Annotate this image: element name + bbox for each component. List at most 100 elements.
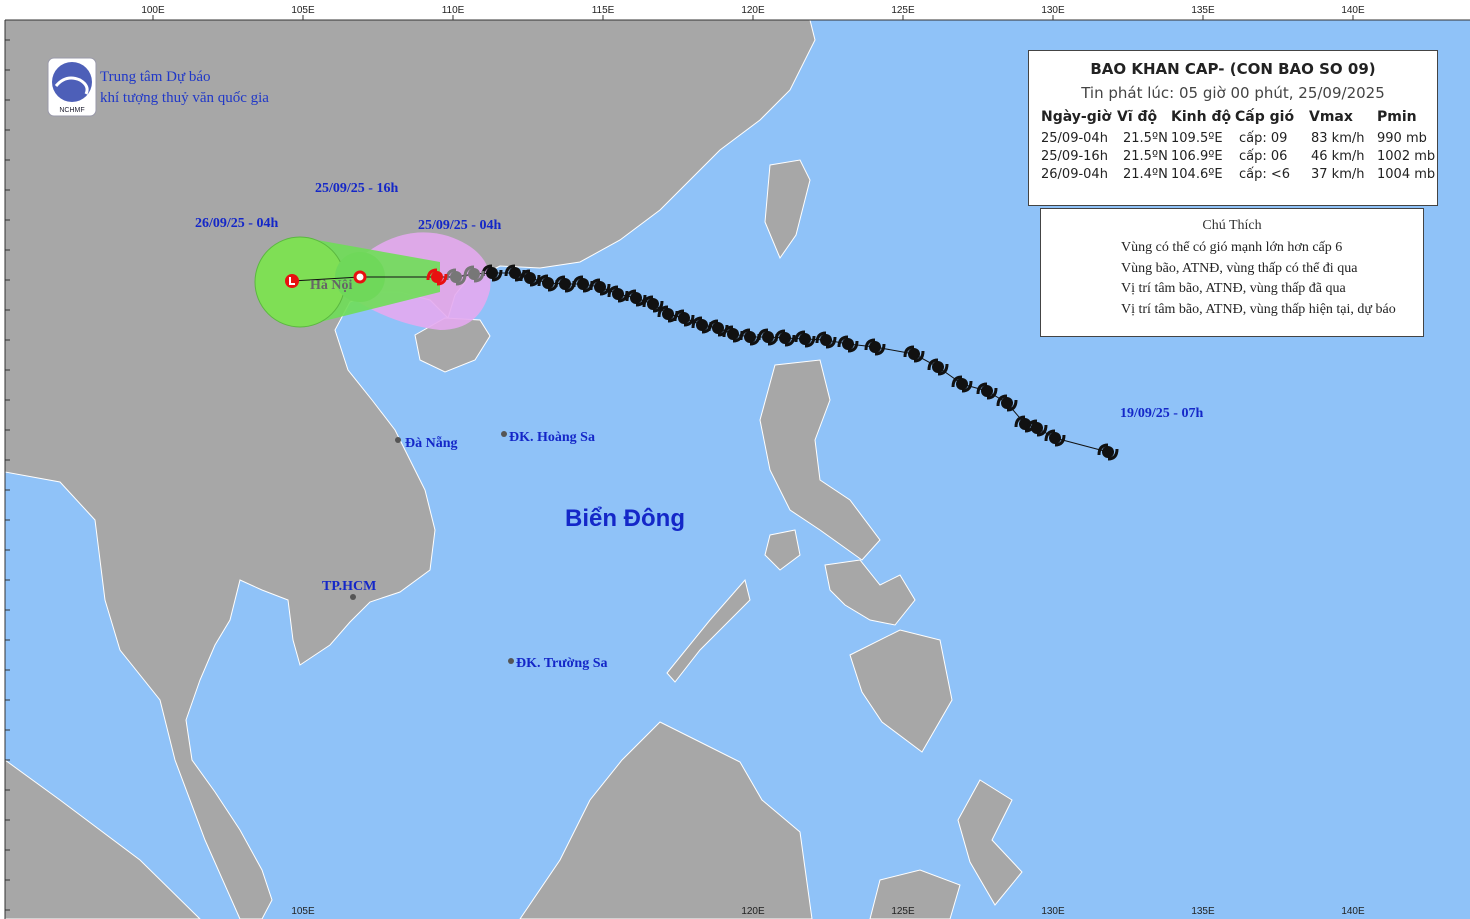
storm-arm xyxy=(589,278,601,291)
city-label: Hà Nội xyxy=(310,278,353,293)
storm-arm xyxy=(537,274,549,287)
storm-core xyxy=(1102,446,1114,458)
taiwan xyxy=(764,159,811,260)
storm-arm xyxy=(445,268,457,281)
storm-marker xyxy=(774,329,796,347)
storm-marker xyxy=(951,375,973,393)
table-cell: 106.9ºE xyxy=(1171,149,1223,164)
lon-label: 130E xyxy=(1041,906,1065,917)
storm-core xyxy=(559,278,571,290)
storm-marker xyxy=(426,268,448,286)
table-cell: 104.6ºE xyxy=(1171,167,1223,182)
storm-arm xyxy=(1006,399,1018,412)
storm-marker xyxy=(589,278,611,296)
storm-arm xyxy=(683,314,695,327)
sea-label: Biển Đông xyxy=(565,505,685,532)
storm-arm xyxy=(625,289,637,302)
legend-item: Vùng có thể có gió mạnh lớn hơn cấp 6 xyxy=(1121,240,1343,255)
storm-arm xyxy=(864,338,876,351)
legend-item: Vị trí tâm bão, ATNĐ, vùng thấp hiện tại… xyxy=(1121,301,1396,317)
storm-core xyxy=(647,298,659,310)
city-dot xyxy=(395,437,401,443)
table-cell: 25/09-04h xyxy=(1041,131,1108,146)
axes: 100E 105E 110E 115E 120E 125E 130E 135E 140E 105E… xyxy=(4,5,1470,919)
lon-label: 140E xyxy=(1341,5,1365,16)
storm-marker xyxy=(463,265,485,283)
table-header: Cấp gió xyxy=(1235,109,1295,125)
storm-arm xyxy=(847,340,859,353)
map-label: 25/09/25 - 04h xyxy=(418,218,501,233)
lon-label: 140E xyxy=(1341,906,1365,917)
table-cell: 46 km/h xyxy=(1311,149,1365,164)
table-header: Ngày-giờ xyxy=(1041,109,1112,125)
lon-label: 105E xyxy=(291,5,315,16)
storm-core xyxy=(727,328,739,340)
storm-core xyxy=(1049,432,1061,444)
island-label: ĐK. Trường Sa xyxy=(516,656,608,671)
lon-label: 120E xyxy=(741,5,765,16)
table-header: Vĩ độ xyxy=(1117,109,1158,125)
storm-core xyxy=(542,277,554,289)
storm-arm xyxy=(1036,424,1048,437)
storm-arm xyxy=(722,325,734,338)
storm-arm xyxy=(874,343,886,356)
mindanao xyxy=(849,629,953,753)
storm-arm xyxy=(784,334,796,347)
city-dot xyxy=(350,594,356,600)
storm-arm xyxy=(529,274,541,287)
table-header: Kinh độ xyxy=(1171,109,1232,125)
track xyxy=(285,264,1119,461)
storm-arm xyxy=(436,273,448,286)
storm-arm xyxy=(504,264,516,277)
storm-arm xyxy=(463,265,475,278)
storm-arm xyxy=(825,336,837,349)
table-cell: cấp: <6 xyxy=(1239,167,1291,182)
low-letter xyxy=(289,277,295,285)
legend-item: Vùng bão, ATNĐ, vùng thấp có thể đi qua xyxy=(1121,260,1358,276)
wind-zones xyxy=(254,232,491,330)
storm-marker xyxy=(519,269,541,287)
sulawesi xyxy=(957,779,1023,906)
storm-marker xyxy=(996,394,1018,412)
legend-title: Chú Thích xyxy=(1202,218,1262,233)
storm-core xyxy=(932,361,944,373)
storm-core xyxy=(981,385,993,397)
storm-arm xyxy=(691,316,703,329)
storm-marker xyxy=(673,309,695,327)
storm-arm xyxy=(426,268,438,281)
storm-arm xyxy=(519,269,531,282)
map-label: 25/09/25 - 16h xyxy=(315,181,398,196)
storm-arm xyxy=(996,394,1008,407)
island-label: ĐK. Hoàng Sa xyxy=(509,430,595,445)
storm-arm xyxy=(951,375,963,388)
storm-arm xyxy=(774,329,786,342)
storm-arm xyxy=(1097,443,1109,456)
storm-core xyxy=(762,331,774,343)
table-cell: 26/09-04h xyxy=(1041,167,1108,182)
lon-label: 120E xyxy=(741,906,765,917)
storm-arm xyxy=(976,382,988,395)
city-dot xyxy=(501,431,507,437)
table-cell: 25/09-16h xyxy=(1041,149,1108,164)
storm-core xyxy=(1031,422,1043,434)
storm-arm xyxy=(1054,434,1066,447)
storm-arm xyxy=(617,290,629,303)
storm-arm xyxy=(657,305,669,318)
islands xyxy=(869,869,961,919)
table-cell: 1002 mb xyxy=(1377,149,1436,164)
storm-arm xyxy=(572,275,584,288)
land xyxy=(4,19,1023,919)
table-cell: cấp: 09 xyxy=(1239,131,1288,146)
storm-core xyxy=(594,281,606,293)
lon-label: 115E xyxy=(592,5,615,16)
storm-core xyxy=(696,319,708,331)
storm-core xyxy=(486,267,498,279)
storm-arm xyxy=(961,380,973,393)
info-subtitle: Tin phát lúc: 05 giờ 00 phút, 25/09/2025 xyxy=(1081,84,1385,102)
city-label: Đà Nẵng xyxy=(405,435,458,451)
storm-arm xyxy=(927,358,939,371)
storm-arm xyxy=(794,330,806,343)
storm-core xyxy=(820,334,832,346)
storm-core xyxy=(509,267,521,279)
